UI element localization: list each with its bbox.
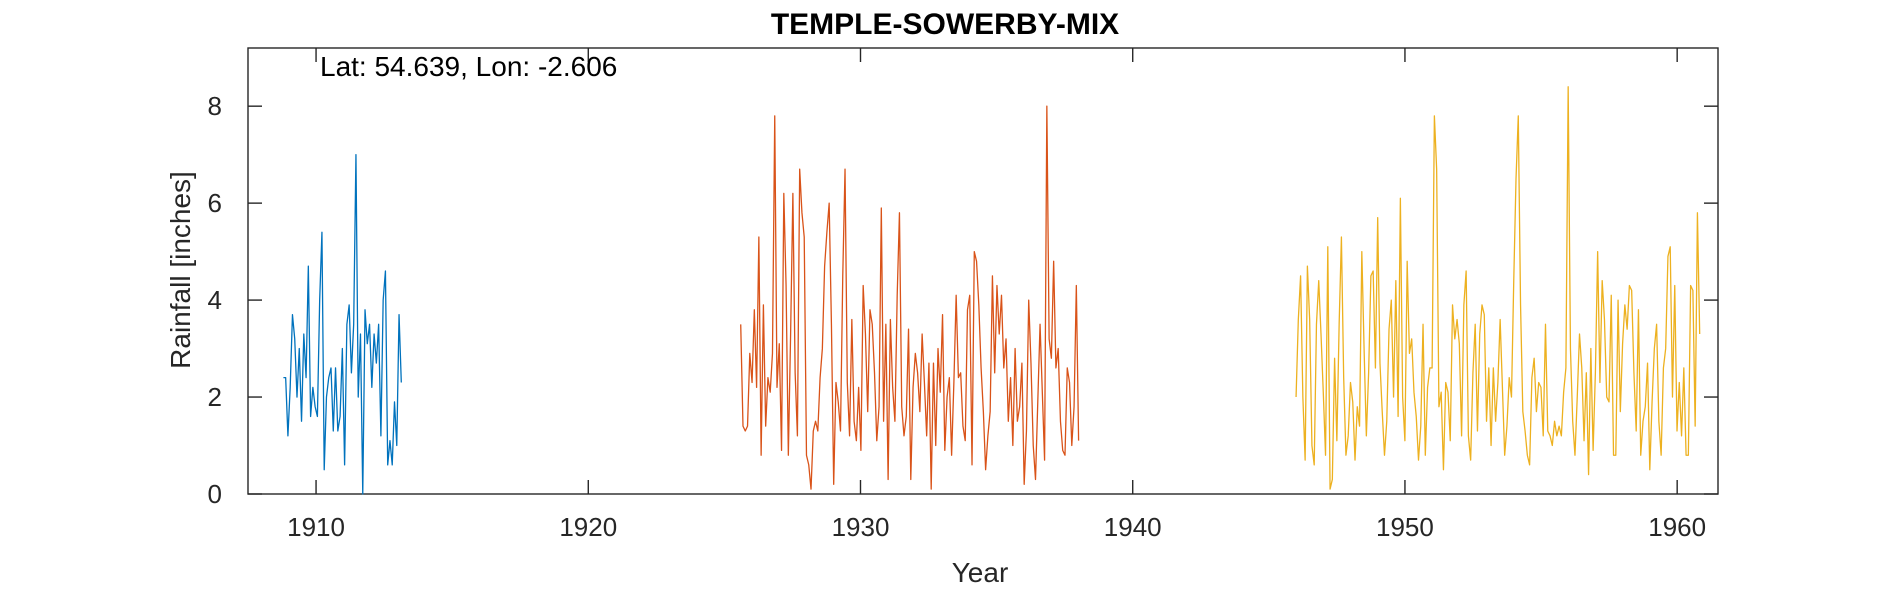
x-tick-label: 1960 — [1648, 512, 1706, 542]
x-axis-label: Year — [952, 557, 1009, 588]
series-layer — [283, 86, 1701, 495]
series-line-3 — [1295, 86, 1701, 490]
y-axis-label: Rainfall [inches] — [165, 171, 196, 369]
y-tick-label: 6 — [208, 188, 222, 218]
x-tick-label: 1920 — [559, 512, 617, 542]
x-tick-label: 1950 — [1376, 512, 1434, 542]
location-annotation: Lat: 54.639, Lon: -2.606 — [320, 51, 617, 82]
axes-frame — [247, 47, 1719, 495]
series-line-2 — [740, 105, 1080, 490]
plot-area — [247, 47, 1719, 495]
x-tick-label: 1940 — [1104, 512, 1162, 542]
y-tick-label: 4 — [208, 285, 222, 315]
series-line-1 — [283, 153, 402, 495]
y-tick-label: 2 — [208, 382, 222, 412]
y-tick-label: 8 — [208, 91, 222, 121]
ticks-layer: 1910 1920 1930 1940 1950 1960 0 2 4 6 8 — [208, 48, 1718, 542]
y-tick-label: 0 — [208, 479, 222, 509]
x-tick-label: 1910 — [287, 512, 345, 542]
chart-title: TEMPLE-SOWERBY-MIX — [771, 8, 1119, 41]
x-tick-label: 1930 — [832, 512, 890, 542]
